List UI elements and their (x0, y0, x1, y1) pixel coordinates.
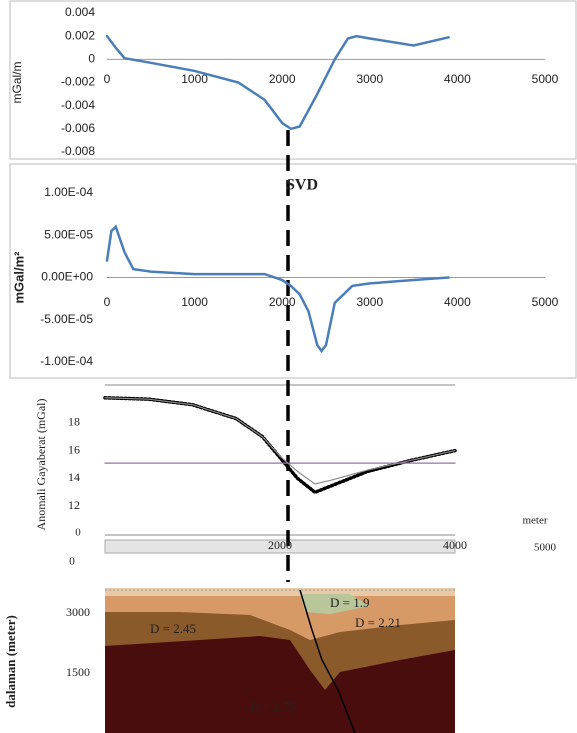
y-tick-label: 0 (88, 52, 95, 66)
x-tick-label: 5000 (532, 72, 559, 86)
density-label: D = 2.21 (355, 615, 401, 630)
y-tick-label: 12 (68, 498, 80, 512)
y-tick-label: 16 (68, 442, 80, 456)
density-label: D = 1.9 (330, 595, 369, 610)
line-series (105, 224, 450, 354)
annotation: meter (522, 515, 547, 527)
layer (105, 588, 455, 640)
y-tick-label: 0.004 (65, 5, 95, 19)
panel (9, 163, 577, 379)
y-tick-label: 5.00E-05 (44, 227, 93, 241)
scale-bar (104, 539, 456, 554)
y-axis-label: mGal/m (10, 61, 24, 103)
y-tick-label: -5.00E-05 (40, 312, 93, 326)
annotation: 5000 (534, 542, 557, 554)
density-label: D = 2.45 (150, 621, 196, 636)
y-tick-label: 1500 (66, 665, 90, 679)
y-axis-label: Anomali Gayaberat (mGal) (34, 399, 48, 531)
x-tick-label: 3000 (356, 72, 383, 86)
annotation: 0 (69, 556, 75, 568)
x-tick-label: 1000 (181, 295, 208, 309)
y-tick-label: 1.00E-04 (44, 185, 93, 199)
annotation: 0 (75, 527, 81, 539)
y-tick-label: -1.00E-04 (40, 354, 93, 368)
x-tick-label: 5000 (532, 295, 559, 309)
y-tick-label: -0.004 (61, 98, 95, 112)
x-tick-label: 4000 (443, 538, 467, 552)
x-tick-label: 2000 (269, 72, 296, 86)
line-series (103, 396, 457, 495)
y-tick-label: -0.006 (61, 121, 95, 135)
x-tick-label: 1000 (181, 72, 208, 86)
chart-title: SVD (286, 177, 318, 194)
x-tick-label: 4000 (444, 72, 471, 86)
line-series (105, 34, 450, 131)
x-tick-label: 4000 (444, 295, 471, 309)
x-tick-label: 2000 (268, 538, 292, 552)
y-tick-label: -0.002 (61, 75, 95, 89)
y-tick-label: 0.002 (65, 28, 95, 42)
panel (9, 0, 577, 160)
y-axis-label: mGal/m² (11, 251, 26, 304)
y-axis-label: dalaman (meter) (3, 615, 18, 708)
layer (300, 594, 370, 614)
y-tick-label: 0.00E+00 (41, 270, 93, 284)
y-tick-label: 14 (68, 470, 80, 484)
x-tick-label: 0 (104, 295, 111, 309)
line-series (104, 397, 456, 485)
fault-line (299, 589, 356, 733)
geologic-section (105, 588, 455, 733)
y-tick-label: 18 (68, 415, 80, 429)
density-label: D = 2.75 (250, 699, 296, 714)
y-tick-label: -0.008 (61, 144, 95, 158)
y-tick-label: 3000 (66, 605, 90, 619)
layer (105, 588, 455, 596)
x-tick-label: 0 (104, 72, 111, 86)
x-tick-label: 3000 (356, 295, 383, 309)
x-tick-label: 2000 (269, 295, 296, 309)
